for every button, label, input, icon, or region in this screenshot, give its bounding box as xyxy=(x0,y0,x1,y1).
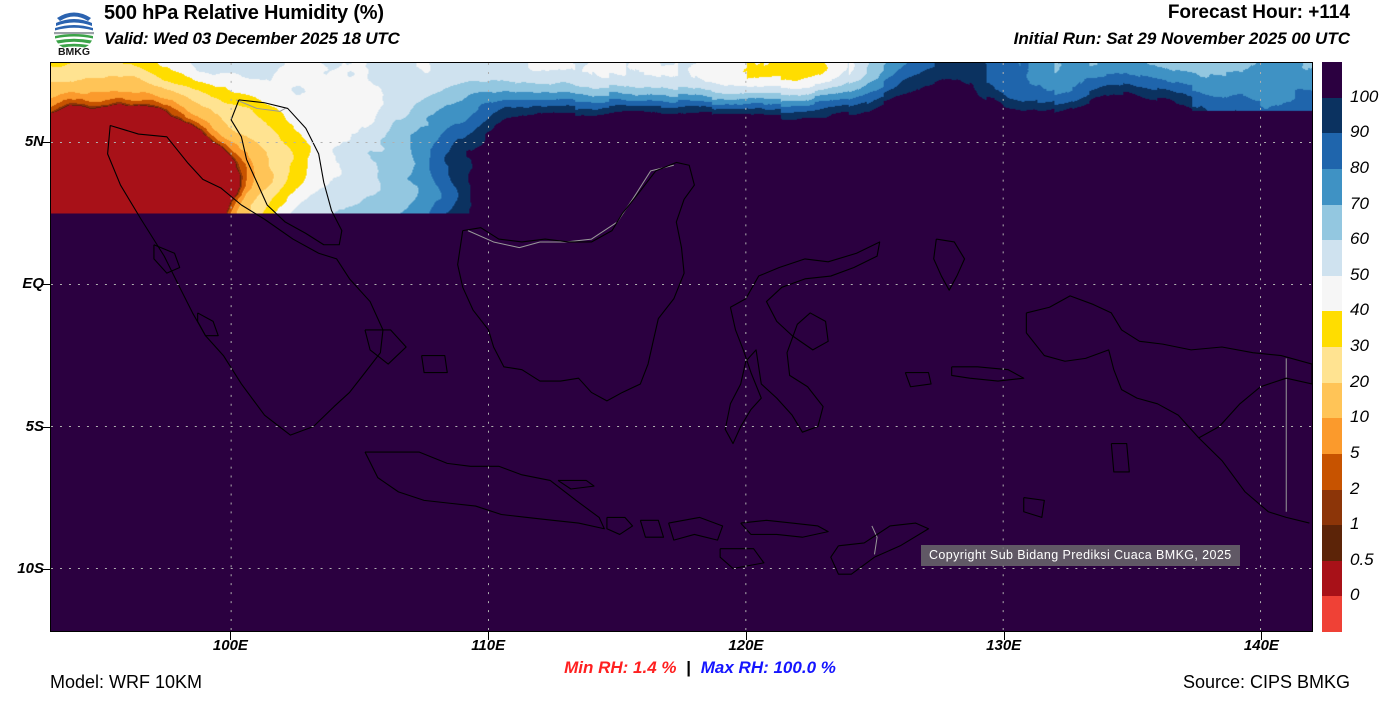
min-rh-value: Min RH: 1.4 % xyxy=(564,658,677,677)
colorbar-segment xyxy=(1322,382,1342,419)
colorbar-tick-label: 10 xyxy=(1350,407,1369,427)
colorbar-segment xyxy=(1322,62,1342,98)
latitude-tick-mark xyxy=(41,569,50,571)
colorbar-segment xyxy=(1322,560,1342,597)
longitude-tick-label: 140E xyxy=(1243,637,1279,654)
colorbar-segment xyxy=(1322,418,1342,454)
source-label: Source: CIPS BMKG xyxy=(1182,672,1350,692)
longitude-tick-label: 100E xyxy=(212,637,248,654)
colorbar-tick-label: 100 xyxy=(1350,86,1379,106)
latitude-tick-label: 5S xyxy=(25,417,44,435)
colorbar-tick-label: 90 xyxy=(1350,122,1369,142)
coastline-overlay xyxy=(51,63,1312,631)
longitude-tick-mark xyxy=(1003,632,1005,640)
longitude-tick-label: 120E xyxy=(728,637,764,654)
humidity-field-raster xyxy=(51,63,1312,631)
colorbar-segment xyxy=(1322,168,1342,205)
bmkg-logo-icon: BMKG xyxy=(47,2,101,56)
latitude-tick-mark xyxy=(41,426,50,428)
page-title: 500 hPa Relative Humidity (%) xyxy=(104,2,384,24)
colorbar-segment xyxy=(1322,525,1342,561)
colorbar-segment xyxy=(1322,133,1342,169)
forecast-hour-label: Forecast Hour: +114 xyxy=(1167,2,1350,23)
colorbar-segment xyxy=(1322,275,1342,312)
colorbar[interactable] xyxy=(1322,62,1342,632)
initial-run-label: Initial Run: Sat 29 November 2025 00 UTC xyxy=(1013,29,1350,48)
colorbar-tick-label: 80 xyxy=(1350,157,1369,177)
minmax-rh-readout: Min RH: 1.4 % | Max RH: 100.0 % xyxy=(0,658,1400,678)
colorbar-tick-label: 30 xyxy=(1350,336,1369,355)
colorbar-segment xyxy=(1322,240,1342,276)
colorbar-tick-label: 50 xyxy=(1350,264,1369,284)
svg-text:BMKG: BMKG xyxy=(58,46,90,56)
colorbar-segment xyxy=(1322,204,1342,241)
latitude-tick-mark xyxy=(41,284,50,286)
longitude-tick-mark xyxy=(745,632,747,640)
minmax-separator: | xyxy=(686,658,692,677)
map-panel[interactable] xyxy=(50,62,1313,632)
model-label: Model: WRF 10KM xyxy=(50,672,203,692)
colorbar-segment xyxy=(1322,97,1342,134)
longitude-tick-label: 130E xyxy=(986,637,1022,654)
colorbar-tick-label: 1 xyxy=(1350,514,1360,534)
colorbar-tick-label: 0 xyxy=(1350,585,1360,605)
latitude-tick-label: 5N xyxy=(24,132,44,150)
colorbar-tick-label: 2 xyxy=(1350,478,1360,498)
longitude-tick-label: 110E xyxy=(471,637,506,654)
max-rh-value: Max RH: 100.0 % xyxy=(700,658,836,677)
valid-time-label: Valid: Wed 03 December 2025 18 UTC xyxy=(104,29,400,48)
longitude-tick-mark xyxy=(1261,632,1263,640)
colorbar-segment xyxy=(1322,596,1342,632)
copyright-watermark: Copyright Sub Bidang Prediksi Cuaca BMKG… xyxy=(921,545,1240,566)
colorbar-tick-label: 5 xyxy=(1350,442,1360,462)
colorbar-segment xyxy=(1322,489,1342,526)
colorbar-segment xyxy=(1322,453,1342,490)
colorbar-segment xyxy=(1322,347,1342,383)
colorbar-tick-label: 0.5 xyxy=(1350,549,1374,569)
colorbar-tick-label: 70 xyxy=(1350,193,1369,213)
colorbar-tick-label: 40 xyxy=(1350,300,1369,320)
latitude-tick-label: 10S xyxy=(17,560,44,578)
colorbar-tick-label: 60 xyxy=(1350,229,1369,249)
longitude-tick-mark xyxy=(230,632,232,640)
page-header: BMKG 500 hPa Relative Humidity (%) Valid… xyxy=(0,0,1400,58)
longitude-tick-mark xyxy=(488,632,490,640)
latitude-tick-mark xyxy=(41,141,50,143)
colorbar-tick-label: 20 xyxy=(1350,371,1369,391)
lat-lon-grid xyxy=(51,63,1312,631)
latitude-tick-label: EQ xyxy=(22,275,44,293)
colorbar-segment xyxy=(1322,311,1342,347)
